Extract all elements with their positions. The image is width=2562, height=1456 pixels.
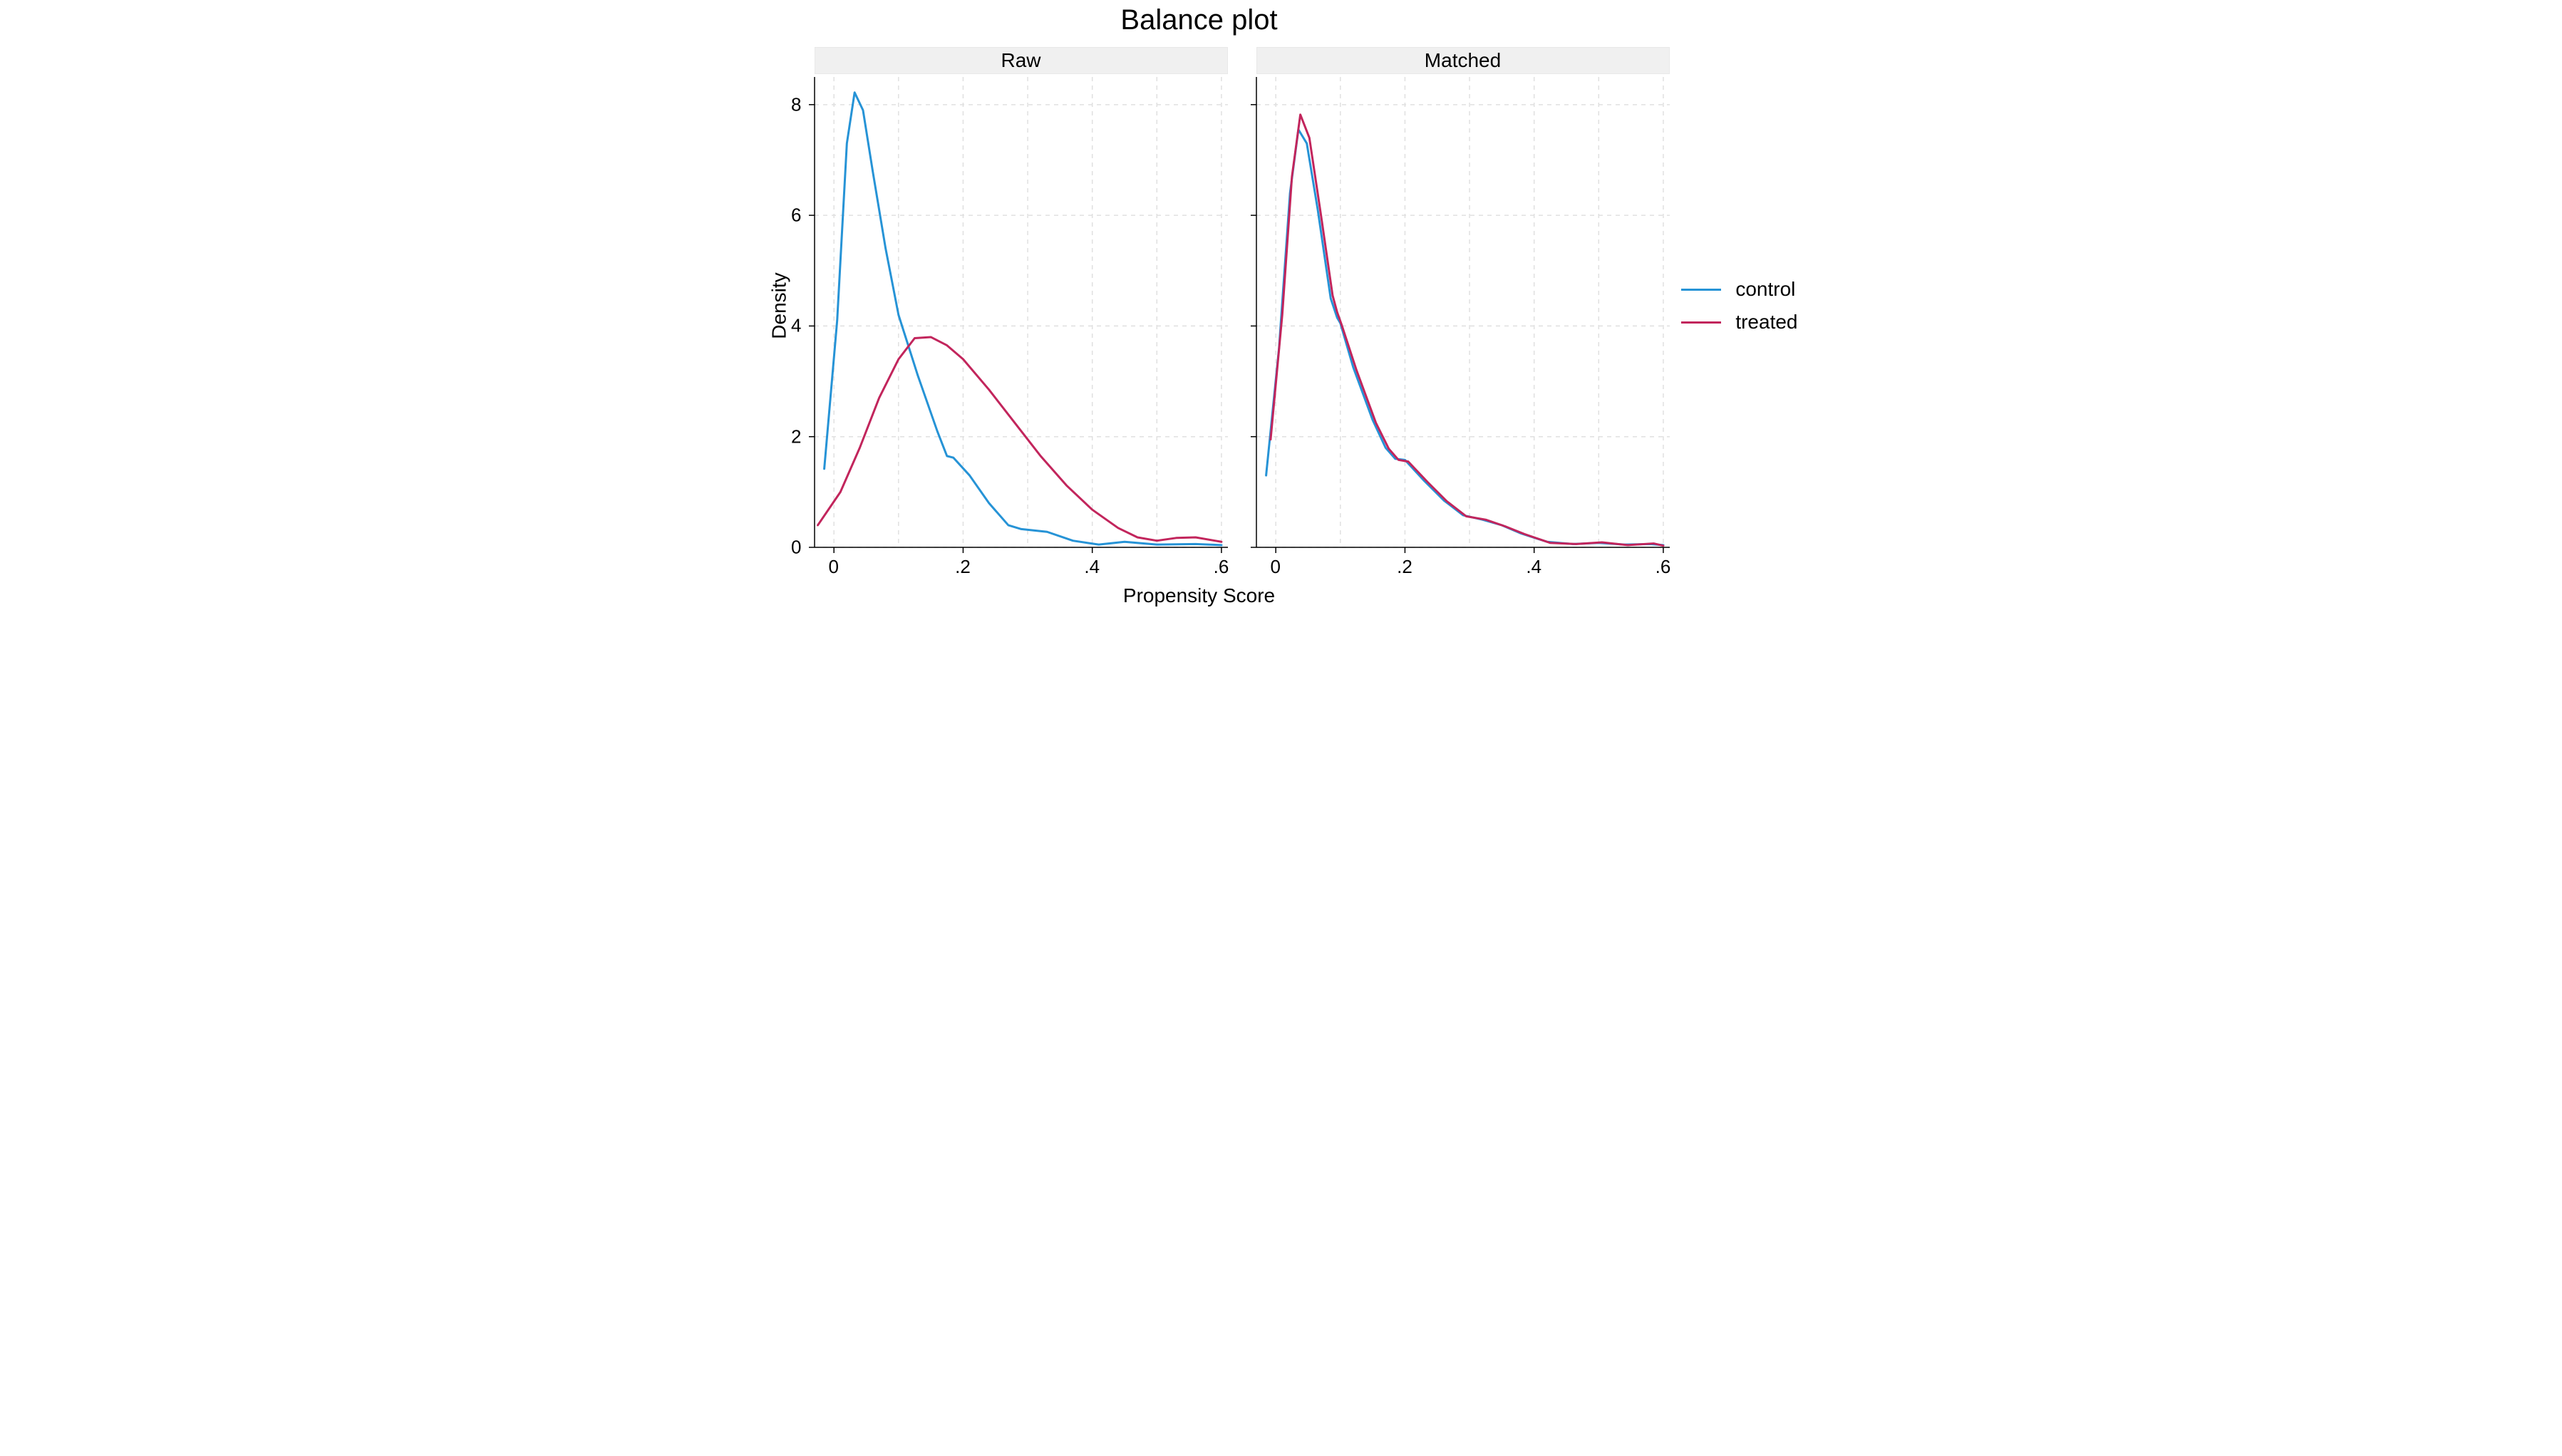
legend-label: control <box>1735 278 1795 301</box>
panel-header-matched: Matched <box>1256 47 1670 74</box>
y-tick-label: 0 <box>773 537 802 559</box>
x-tick-label: .2 <box>1397 556 1412 578</box>
x-tick-label: 0 <box>1270 556 1280 578</box>
x-tick-label: .4 <box>1084 556 1100 578</box>
x-tick-label: .2 <box>955 556 971 578</box>
y-tick-label: 8 <box>773 93 802 115</box>
x-tick-label: .6 <box>1656 556 1671 578</box>
panel-title: Raw <box>1001 49 1040 72</box>
legend-item-control: control <box>1681 278 1797 301</box>
panel-plot-raw: 0.2.4.602468 <box>815 77 1228 547</box>
x-axis-label: Propensity Score <box>743 584 1656 607</box>
legend-swatch-icon <box>1681 289 1721 291</box>
legend: control treated <box>1681 278 1797 334</box>
y-tick-label: 6 <box>773 205 802 227</box>
legend-label: treated <box>1735 311 1797 334</box>
x-tick-label: 0 <box>828 556 838 578</box>
panel-plot-matched: 0.2.4.6 <box>1256 77 1670 547</box>
panel-title: Matched <box>1425 49 1501 72</box>
legend-swatch-icon <box>1681 321 1721 324</box>
balance-plot-figure: Balance plot Density Propensity Score Ra… <box>743 0 1819 611</box>
panel-header-raw: Raw <box>815 47 1228 74</box>
y-tick-label: 4 <box>773 315 802 337</box>
x-tick-label: .4 <box>1526 556 1541 578</box>
legend-item-treated: treated <box>1681 311 1797 334</box>
x-tick-label: .6 <box>1214 556 1229 578</box>
y-tick-label: 2 <box>773 425 802 448</box>
chart-title: Balance plot <box>743 4 1656 36</box>
